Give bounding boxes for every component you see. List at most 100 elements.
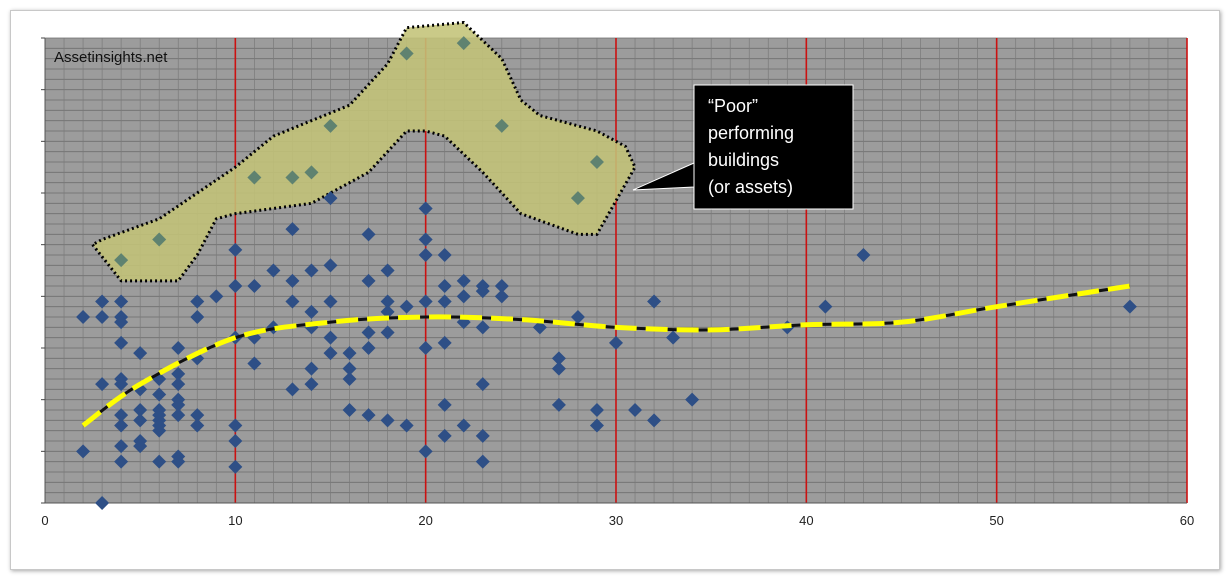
data-point xyxy=(418,294,433,309)
data-point xyxy=(380,413,395,428)
data-point xyxy=(399,418,414,433)
data-point xyxy=(171,366,186,381)
data-point xyxy=(114,439,129,454)
data-point xyxy=(152,454,167,469)
data-point xyxy=(647,413,662,428)
data-point xyxy=(647,294,662,309)
data-point xyxy=(266,263,281,278)
data-point xyxy=(380,304,395,319)
data-point xyxy=(304,304,319,319)
data-point xyxy=(228,434,243,448)
data-point xyxy=(114,377,129,392)
data-point xyxy=(361,227,376,242)
data-point xyxy=(456,418,471,433)
data-point xyxy=(437,248,452,262)
y-axis-ticks xyxy=(41,37,45,504)
data-point xyxy=(304,263,319,278)
x-axis-tick-labels: 0 10 20 30 40 50 60 xyxy=(41,513,1194,528)
data-point xyxy=(152,387,167,402)
highlighted-data-point xyxy=(589,155,604,169)
data-point xyxy=(323,258,338,273)
highlighted-data-point xyxy=(570,191,585,206)
data-point xyxy=(418,232,433,247)
data-point xyxy=(228,279,243,293)
data-point xyxy=(247,279,262,293)
data-point xyxy=(856,248,871,262)
data-point xyxy=(95,310,110,324)
data-point xyxy=(494,279,509,293)
x-tick-label: 20 xyxy=(418,513,432,528)
data-point xyxy=(285,382,300,397)
data-point xyxy=(380,325,395,340)
data-point xyxy=(228,459,243,474)
highlighted-data-point xyxy=(247,170,262,185)
watermark: Assetinsights.net xyxy=(54,49,168,66)
data-point xyxy=(437,428,452,443)
data-point xyxy=(323,294,338,309)
data-point xyxy=(399,299,414,314)
data-point xyxy=(304,361,319,376)
trendline-dashes xyxy=(81,283,1131,428)
data-point xyxy=(437,279,452,293)
highlighted-data-point xyxy=(399,46,414,61)
data-point xyxy=(456,273,471,288)
data-point xyxy=(418,444,433,459)
x-tick-label: 60 xyxy=(1180,513,1194,528)
data-point xyxy=(228,418,243,433)
data-point xyxy=(342,372,357,386)
data-point xyxy=(342,346,357,361)
callout-line: buildings xyxy=(708,150,779,170)
data-point xyxy=(361,341,376,355)
data-point xyxy=(323,330,338,345)
data-point xyxy=(133,439,148,454)
data-point xyxy=(304,377,319,392)
x-tick-label: 0 xyxy=(41,513,48,528)
data-point xyxy=(475,377,490,392)
data-point xyxy=(171,454,186,469)
data-point xyxy=(685,392,700,407)
data-point xyxy=(133,413,148,428)
data-point xyxy=(666,330,681,345)
callout-box: “Poor” performing buildings (or assets) xyxy=(632,84,854,210)
highlighted-data-point xyxy=(285,170,300,185)
data-point xyxy=(589,403,604,417)
data-point xyxy=(437,294,452,309)
data-point xyxy=(171,341,186,355)
data-point xyxy=(114,294,129,309)
data-point xyxy=(228,242,243,257)
data-point xyxy=(171,408,186,423)
callout-line: performing xyxy=(708,123,794,143)
data-point xyxy=(209,289,224,304)
data-point xyxy=(114,335,129,350)
callout-background xyxy=(693,84,854,210)
data-point xyxy=(418,201,433,216)
data-point xyxy=(380,263,395,278)
data-point xyxy=(418,341,433,355)
data-point xyxy=(475,320,490,335)
data-point xyxy=(342,403,357,417)
data-points xyxy=(76,36,1137,510)
data-point xyxy=(285,222,300,237)
data-point xyxy=(570,310,585,324)
data-point xyxy=(190,418,205,433)
data-point xyxy=(323,346,338,361)
highlighted-data-point xyxy=(304,165,319,180)
data-point xyxy=(247,356,262,371)
data-point xyxy=(1122,299,1137,314)
x-tick-label: 40 xyxy=(799,513,813,528)
callout-line: “Poor” xyxy=(708,96,758,116)
data-point xyxy=(437,397,452,412)
highlighted-data-point xyxy=(323,118,338,133)
data-point xyxy=(133,346,148,361)
data-point xyxy=(494,289,509,304)
data-point xyxy=(380,294,395,309)
data-point xyxy=(456,289,471,304)
highlighted-data-point xyxy=(456,36,471,51)
data-point xyxy=(361,325,376,340)
data-point xyxy=(76,444,91,459)
data-point xyxy=(114,408,129,423)
data-point xyxy=(628,403,643,417)
data-point xyxy=(285,294,300,309)
data-point xyxy=(190,408,205,423)
